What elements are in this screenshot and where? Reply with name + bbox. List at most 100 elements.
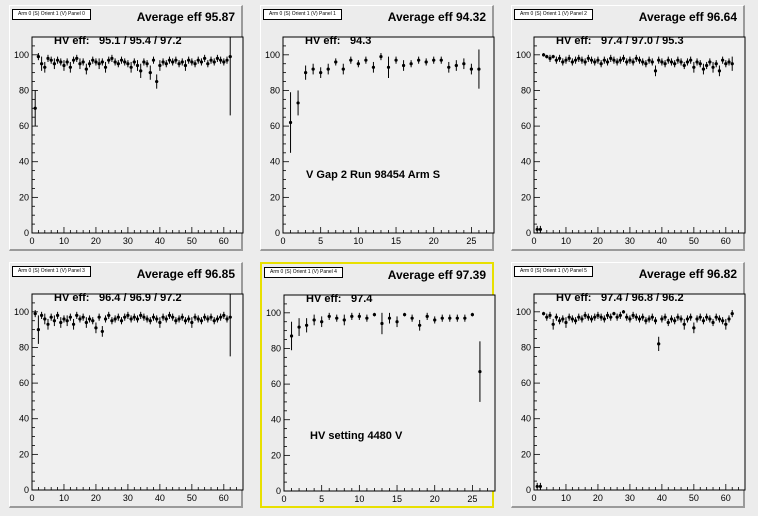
data-point: [103, 317, 108, 321]
average-eff-label: Average eff 96.85: [136, 267, 235, 281]
y-tick-label: 0: [24, 228, 29, 238]
pad-panel-1[interactable]: Arm 0 (S) Orient 1 (V) Panel 1 Average ef…: [260, 5, 495, 251]
data-point: [673, 319, 677, 323]
y-tick-label: 0: [276, 486, 281, 496]
data-point: [357, 314, 361, 318]
data-point: [33, 106, 37, 110]
data-point: [215, 56, 220, 60]
x-tick-label: 30: [625, 493, 635, 503]
data-point: [685, 317, 690, 321]
data-point: [171, 315, 175, 319]
data-point: [650, 315, 654, 319]
x-tick-label: 10: [561, 493, 571, 503]
data-point: [164, 62, 168, 66]
data-point: [676, 58, 680, 62]
pad-panel-2[interactable]: Arm 0 (S) Orient 1 (V) Panel 2 Average ef…: [511, 5, 746, 251]
x-tick-label: 20: [429, 236, 439, 246]
data-point: [708, 60, 712, 64]
data-point: [97, 315, 101, 319]
data-point: [52, 319, 56, 323]
data-point: [190, 60, 194, 64]
data-point: [721, 319, 725, 323]
data-point: [538, 227, 542, 232]
data-point: [631, 60, 635, 64]
data-point: [190, 320, 194, 325]
data-point: [692, 65, 696, 69]
data-point: [371, 65, 376, 69]
data-point: [155, 317, 159, 321]
y-tick-label: 40: [19, 157, 29, 167]
hv-eff-label: HV eff:: [54, 292, 89, 304]
hv-eff-label: HV eff:: [305, 35, 340, 47]
data-point: [91, 319, 95, 323]
data-point: [647, 317, 651, 321]
data-point: [126, 62, 130, 66]
data-point: [577, 56, 581, 60]
data-point: [554, 315, 558, 319]
x-tick-label: 10: [59, 236, 69, 246]
pad-panel-0[interactable]: Arm 0 (S) Orient 1 (V) Panel 0 Average ef…: [9, 5, 244, 251]
data-point: [123, 60, 127, 64]
data-point: [721, 58, 725, 62]
data-point: [727, 60, 731, 64]
data-point: [535, 484, 539, 489]
data-point: [641, 60, 645, 64]
data-point: [711, 320, 715, 325]
y-tick-label: 80: [19, 85, 29, 95]
y-tick-label: 60: [271, 379, 281, 389]
data-point: [183, 319, 188, 323]
x-tick-label: 30: [123, 493, 133, 503]
data-point: [62, 63, 66, 68]
pad-panel-5[interactable]: Arm 0 (S) Orient 1 (V) Panel 5 Average ef…: [511, 262, 746, 508]
x-tick-label: 0: [531, 493, 536, 503]
data-point: [196, 58, 200, 62]
data-point: [387, 316, 392, 320]
pad-panel-4[interactable]: Arm 0 (S) Orient 1 (V) Panel 4 Average ef…: [260, 262, 496, 508]
data-point: [364, 58, 368, 62]
data-point: [148, 71, 152, 75]
data-point: [621, 56, 626, 60]
data-point: [187, 58, 191, 62]
data-point: [679, 60, 683, 64]
data-point: [180, 60, 184, 64]
pad-title-tag: Arm 0 (S) Orient 1 (V) Panel 4: [264, 267, 343, 278]
data-point: [615, 315, 619, 319]
data-point: [215, 317, 220, 321]
pad-panel-3[interactable]: Arm 0 (S) Orient 1 (V) Panel 3 Average ef…: [9, 262, 244, 508]
data-point: [164, 317, 168, 321]
y-tick-label: 0: [275, 228, 280, 238]
data-point: [177, 317, 181, 321]
data-point: [289, 334, 294, 338]
data-point: [564, 320, 568, 325]
hv-eff-value: 97.4: [351, 293, 373, 305]
data-point: [599, 62, 603, 66]
data-point: [609, 56, 613, 60]
data-point: [727, 317, 731, 321]
data-point: [548, 56, 552, 60]
data-point: [580, 58, 584, 62]
data-point: [557, 56, 562, 60]
data-point: [583, 60, 587, 64]
data-point: [478, 370, 482, 374]
data-point: [296, 101, 300, 105]
x-tick-label: 5: [318, 236, 323, 246]
data-point: [628, 317, 632, 321]
data-point: [561, 317, 565, 321]
data-point: [625, 60, 629, 64]
data-point: [78, 62, 82, 66]
data-point: [418, 323, 422, 327]
data-point: [87, 317, 92, 321]
data-point: [730, 312, 734, 316]
data-point: [701, 67, 706, 71]
efficiency-plot: 0 10 20 30 40 50 60 0 20 40 60 80 100 HV eff: 96.4 / 9…: [14, 292, 244, 503]
data-point: [304, 71, 308, 75]
data-point: [55, 58, 60, 62]
data-point: [43, 65, 47, 69]
hv-eff-value: 97.4 / 97.0 / 95.3: [601, 35, 684, 47]
hv-eff-label: HV eff:: [556, 35, 591, 47]
data-point: [673, 62, 677, 66]
data-point: [311, 67, 315, 71]
data-point: [586, 315, 590, 319]
data-point: [139, 69, 143, 73]
data-point: [454, 63, 458, 68]
